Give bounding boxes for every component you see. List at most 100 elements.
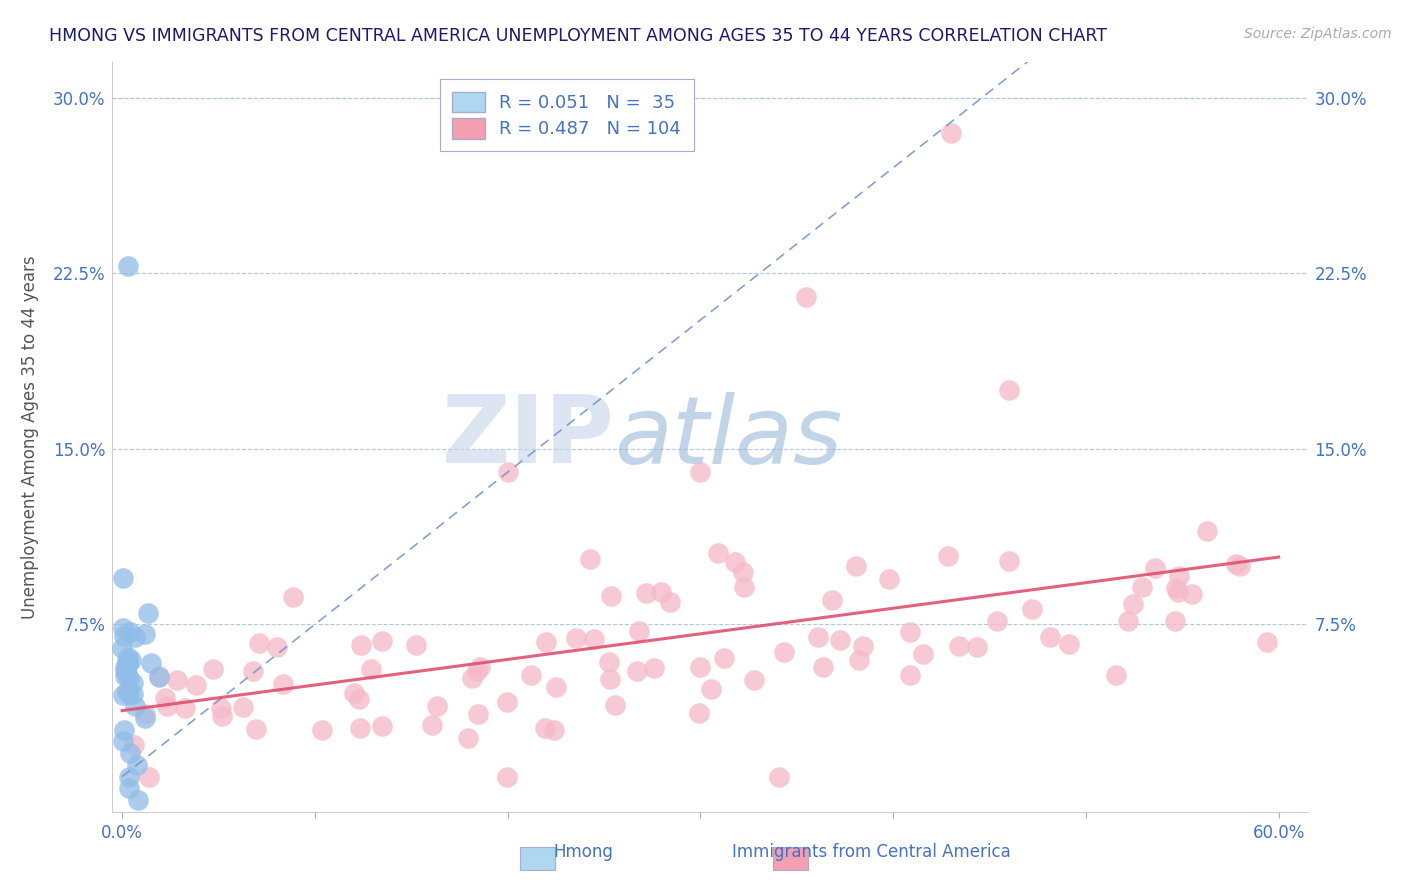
Point xyxy=(122,739,145,753)
Point xyxy=(700,682,723,697)
Point xyxy=(117,657,139,671)
Point xyxy=(350,638,373,652)
Point xyxy=(713,650,735,665)
Point xyxy=(118,781,141,796)
Point xyxy=(124,699,146,714)
Point xyxy=(1021,602,1043,616)
Point xyxy=(117,259,139,273)
Text: Source: ZipAtlas.com: Source: ZipAtlas.com xyxy=(1244,27,1392,41)
Point xyxy=(1168,569,1191,583)
Point xyxy=(579,551,602,566)
Point xyxy=(461,671,484,685)
Point xyxy=(936,549,959,563)
Point xyxy=(114,669,136,683)
Point xyxy=(343,686,366,700)
Point xyxy=(1164,581,1187,595)
Point xyxy=(534,721,557,735)
Point xyxy=(830,632,852,647)
Legend: R = 0.051   N =  35, R = 0.487   N = 104: R = 0.051 N = 35, R = 0.487 N = 104 xyxy=(440,79,693,152)
Point xyxy=(148,669,170,683)
Point xyxy=(733,581,755,595)
Point xyxy=(520,668,543,682)
Point xyxy=(1164,615,1187,629)
Point xyxy=(457,731,479,745)
Point xyxy=(111,571,134,585)
Point xyxy=(852,639,875,653)
Point xyxy=(153,691,176,706)
Point xyxy=(242,664,264,678)
Point xyxy=(627,624,650,639)
Point xyxy=(266,640,288,655)
Point xyxy=(565,631,588,645)
Point xyxy=(1143,560,1166,574)
Point xyxy=(1256,635,1278,649)
Point xyxy=(768,770,790,784)
Point xyxy=(118,671,141,685)
Point xyxy=(773,645,796,659)
Point xyxy=(1116,614,1139,628)
Point xyxy=(495,770,517,784)
Point xyxy=(349,721,371,735)
Y-axis label: Unemployment Among Ages 35 to 44 years: Unemployment Among Ages 35 to 44 years xyxy=(21,255,39,619)
Point xyxy=(360,662,382,676)
Point xyxy=(689,465,711,479)
Point xyxy=(114,660,136,674)
Point xyxy=(898,667,921,681)
Point xyxy=(245,722,267,736)
Point xyxy=(134,706,156,721)
Text: Hmong: Hmong xyxy=(554,843,613,861)
Point xyxy=(202,662,225,676)
Point xyxy=(845,558,868,573)
Point xyxy=(115,683,138,698)
Point xyxy=(948,639,970,653)
Point xyxy=(232,700,254,714)
Point xyxy=(156,699,179,714)
Point xyxy=(118,770,141,784)
Point xyxy=(659,595,682,609)
Point xyxy=(689,659,711,673)
Point xyxy=(707,546,730,560)
Point xyxy=(112,621,135,635)
Point xyxy=(134,711,156,725)
Point xyxy=(281,590,304,604)
Point xyxy=(114,664,136,679)
Point xyxy=(598,655,620,669)
Point xyxy=(986,614,1008,628)
Point xyxy=(820,592,842,607)
Point xyxy=(112,723,135,737)
Point xyxy=(370,633,392,648)
Point xyxy=(877,572,900,586)
Point xyxy=(114,629,136,643)
Point xyxy=(543,723,565,738)
Point xyxy=(605,698,627,712)
Point xyxy=(349,692,371,706)
Point xyxy=(1181,587,1204,601)
Point xyxy=(371,719,394,733)
Point xyxy=(582,632,605,646)
Point xyxy=(111,688,134,702)
Point xyxy=(807,630,830,644)
Point xyxy=(311,723,333,737)
Point xyxy=(848,653,870,667)
Point xyxy=(186,678,208,692)
Point xyxy=(426,699,449,714)
Text: Immigrants from Central America: Immigrants from Central America xyxy=(733,843,1011,861)
Point xyxy=(1195,524,1218,538)
Point xyxy=(122,676,145,690)
Text: ZIP: ZIP xyxy=(441,391,614,483)
Point xyxy=(796,289,818,303)
Point xyxy=(134,627,156,641)
Point xyxy=(898,625,921,640)
Point xyxy=(136,606,159,620)
Point xyxy=(496,694,519,708)
Point xyxy=(688,706,710,720)
Point xyxy=(744,673,766,687)
Point xyxy=(139,656,162,670)
Point xyxy=(117,650,139,665)
Point xyxy=(173,700,195,714)
Point xyxy=(626,664,648,678)
Point xyxy=(120,652,142,666)
Point xyxy=(117,657,139,672)
Point xyxy=(420,718,443,732)
Point xyxy=(1130,580,1153,594)
